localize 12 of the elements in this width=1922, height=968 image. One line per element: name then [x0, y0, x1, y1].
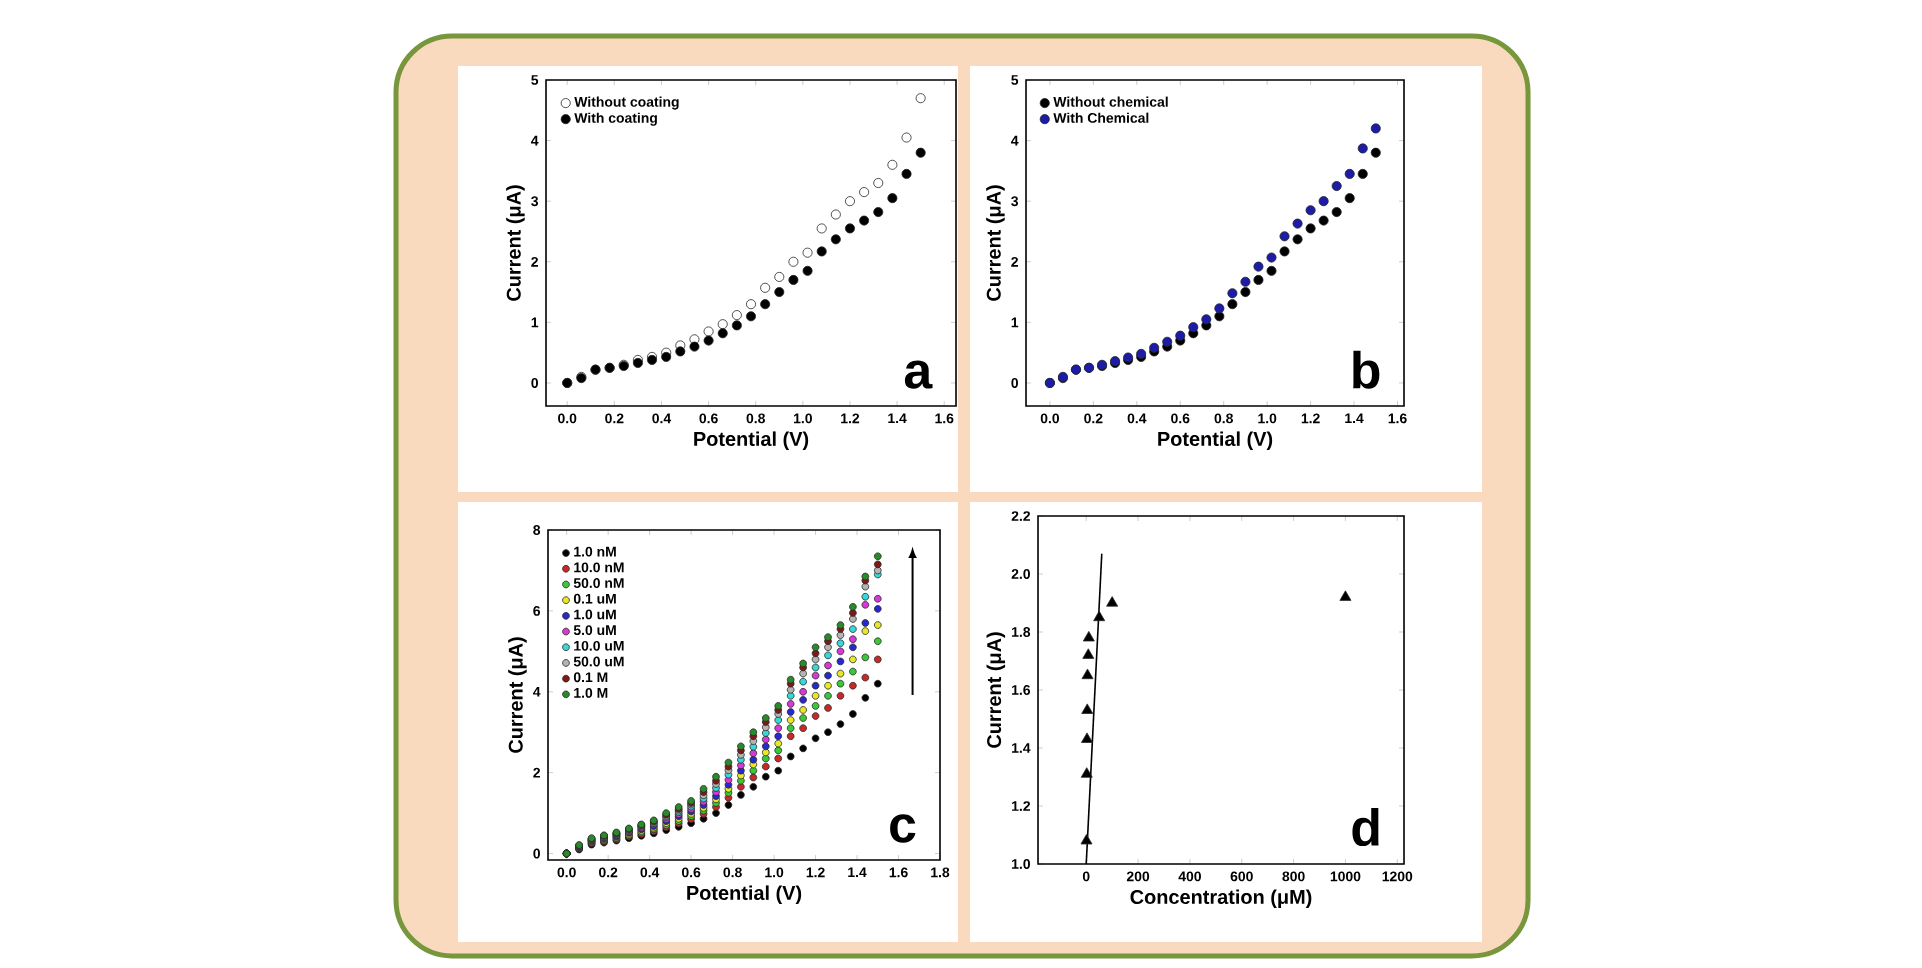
y-axis-title: Current (μA)	[986, 632, 1006, 748]
x-axis-title: Potential (V)	[694, 431, 809, 450]
annotation: b	[1353, 350, 1380, 389]
annotation: c	[890, 814, 916, 843]
x-axis-title: Concentration (μM)	[1130, 889, 1312, 908]
x-axis-title: Potential (V)	[1158, 431, 1273, 450]
y-axis-title: Current (μA)	[506, 185, 525, 301]
y-axis-title: Current (μA)	[508, 637, 527, 753]
y-axis-title: Current (μA)	[986, 185, 1005, 301]
x-axis-title: Potential (V)	[687, 885, 802, 904]
annotation: a	[904, 360, 933, 389]
annotation: d	[1352, 808, 1379, 847]
